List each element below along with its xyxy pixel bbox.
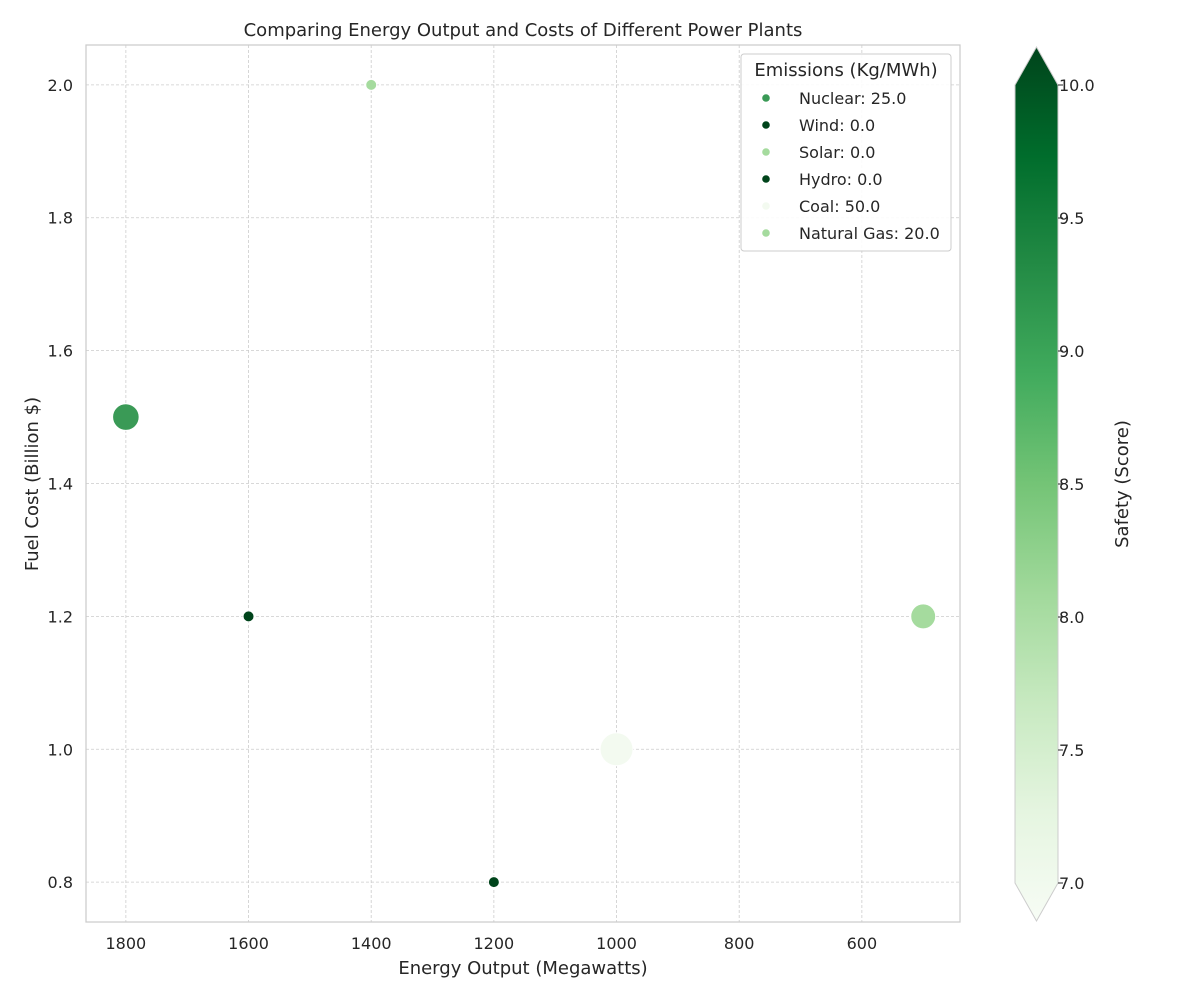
- y-tick-label: 1.4: [48, 475, 73, 494]
- y-tick-label: 2.0: [48, 76, 73, 95]
- legend-marker: [762, 121, 770, 129]
- x-tick-label: 600: [847, 934, 878, 953]
- legend-label: Wind: 0.0: [799, 116, 875, 135]
- y-tick-label: 1.2: [48, 607, 73, 626]
- colorbar-tick-label: 8.0: [1059, 608, 1084, 627]
- data-point: [910, 603, 937, 630]
- colorbar-tick-label: 7.0: [1059, 874, 1084, 893]
- legend-label: Nuclear: 25.0: [799, 89, 906, 108]
- legend-label: Hydro: 0.0: [799, 170, 883, 189]
- plot-frame: [85, 44, 961, 923]
- legend-marker: [762, 202, 770, 210]
- x-axis-label: Energy Output (Megawatts): [398, 958, 647, 979]
- legend-label: Coal: 50.0: [799, 197, 880, 216]
- legend-label: Natural Gas: 20.0: [799, 224, 940, 243]
- legend-items: Nuclear: 25.0 Wind: 0.0 Solar: 0.0 Hydro: 0…: [762, 89, 940, 243]
- legend-marker: [762, 229, 770, 237]
- y-tick-label: 1.8: [48, 209, 73, 228]
- data-point: [365, 78, 378, 91]
- colorbar-tick-label: 9.0: [1059, 342, 1084, 361]
- colorbar-label: Safety (Score): [1112, 420, 1133, 548]
- grid: [86, 45, 960, 922]
- data-point: [112, 403, 140, 431]
- x-tick-label: 1800: [106, 934, 147, 953]
- data-point: [599, 732, 634, 767]
- legend-title: Emissions (Kg/MWh): [754, 60, 937, 81]
- colorbar-scale: [1014, 45, 1059, 923]
- legend-label: Solar: 0.0: [799, 143, 875, 162]
- colorbar-ticks: 7.0 7.5 8.0 8.5 9.0 9.5 10.0: [1058, 76, 1095, 893]
- colorbar-tick-label: 8.5: [1059, 475, 1084, 494]
- data-point: [242, 610, 255, 623]
- x-tick-label: 1000: [596, 934, 637, 953]
- legend-box: [740, 53, 952, 252]
- x-tick-label: 800: [724, 934, 755, 953]
- x-tick-label: 1400: [351, 934, 392, 953]
- data-point: [487, 876, 500, 889]
- legend-marker: [762, 175, 770, 183]
- legend-marker: [762, 94, 770, 102]
- colorbar-tick-label: 7.5: [1059, 741, 1084, 760]
- colorbar: 7.0 7.5 8.0 8.5 9.0 9.5 10.0 Safety (Score): [1014, 45, 1133, 923]
- data-points: [112, 78, 937, 889]
- legend-marker: [762, 148, 770, 156]
- y-tick-label: 0.8: [48, 873, 73, 892]
- x-axis-ticks: 1800 1600 1400 1200 1000 800 600: [106, 934, 878, 953]
- legend: Emissions (Kg/MWh) Nuclear: 25.0 Wind: 0.…: [740, 53, 952, 252]
- x-tick-label: 1600: [228, 934, 269, 953]
- colorbar-tick-label: 10.0: [1059, 76, 1095, 95]
- y-tick-label: 1.0: [48, 740, 73, 759]
- y-tick-label: 1.6: [48, 342, 73, 361]
- colorbar-tick-label: 9.5: [1059, 209, 1084, 228]
- x-tick-label: 1200: [474, 934, 515, 953]
- y-axis-label: Fuel Cost (Billion $): [22, 397, 43, 571]
- y-axis-ticks: 0.8 1.0 1.2 1.4 1.6 1.8 2.0: [48, 76, 73, 892]
- chart-title: Comparing Energy Output and Costs of Dif…: [244, 20, 803, 41]
